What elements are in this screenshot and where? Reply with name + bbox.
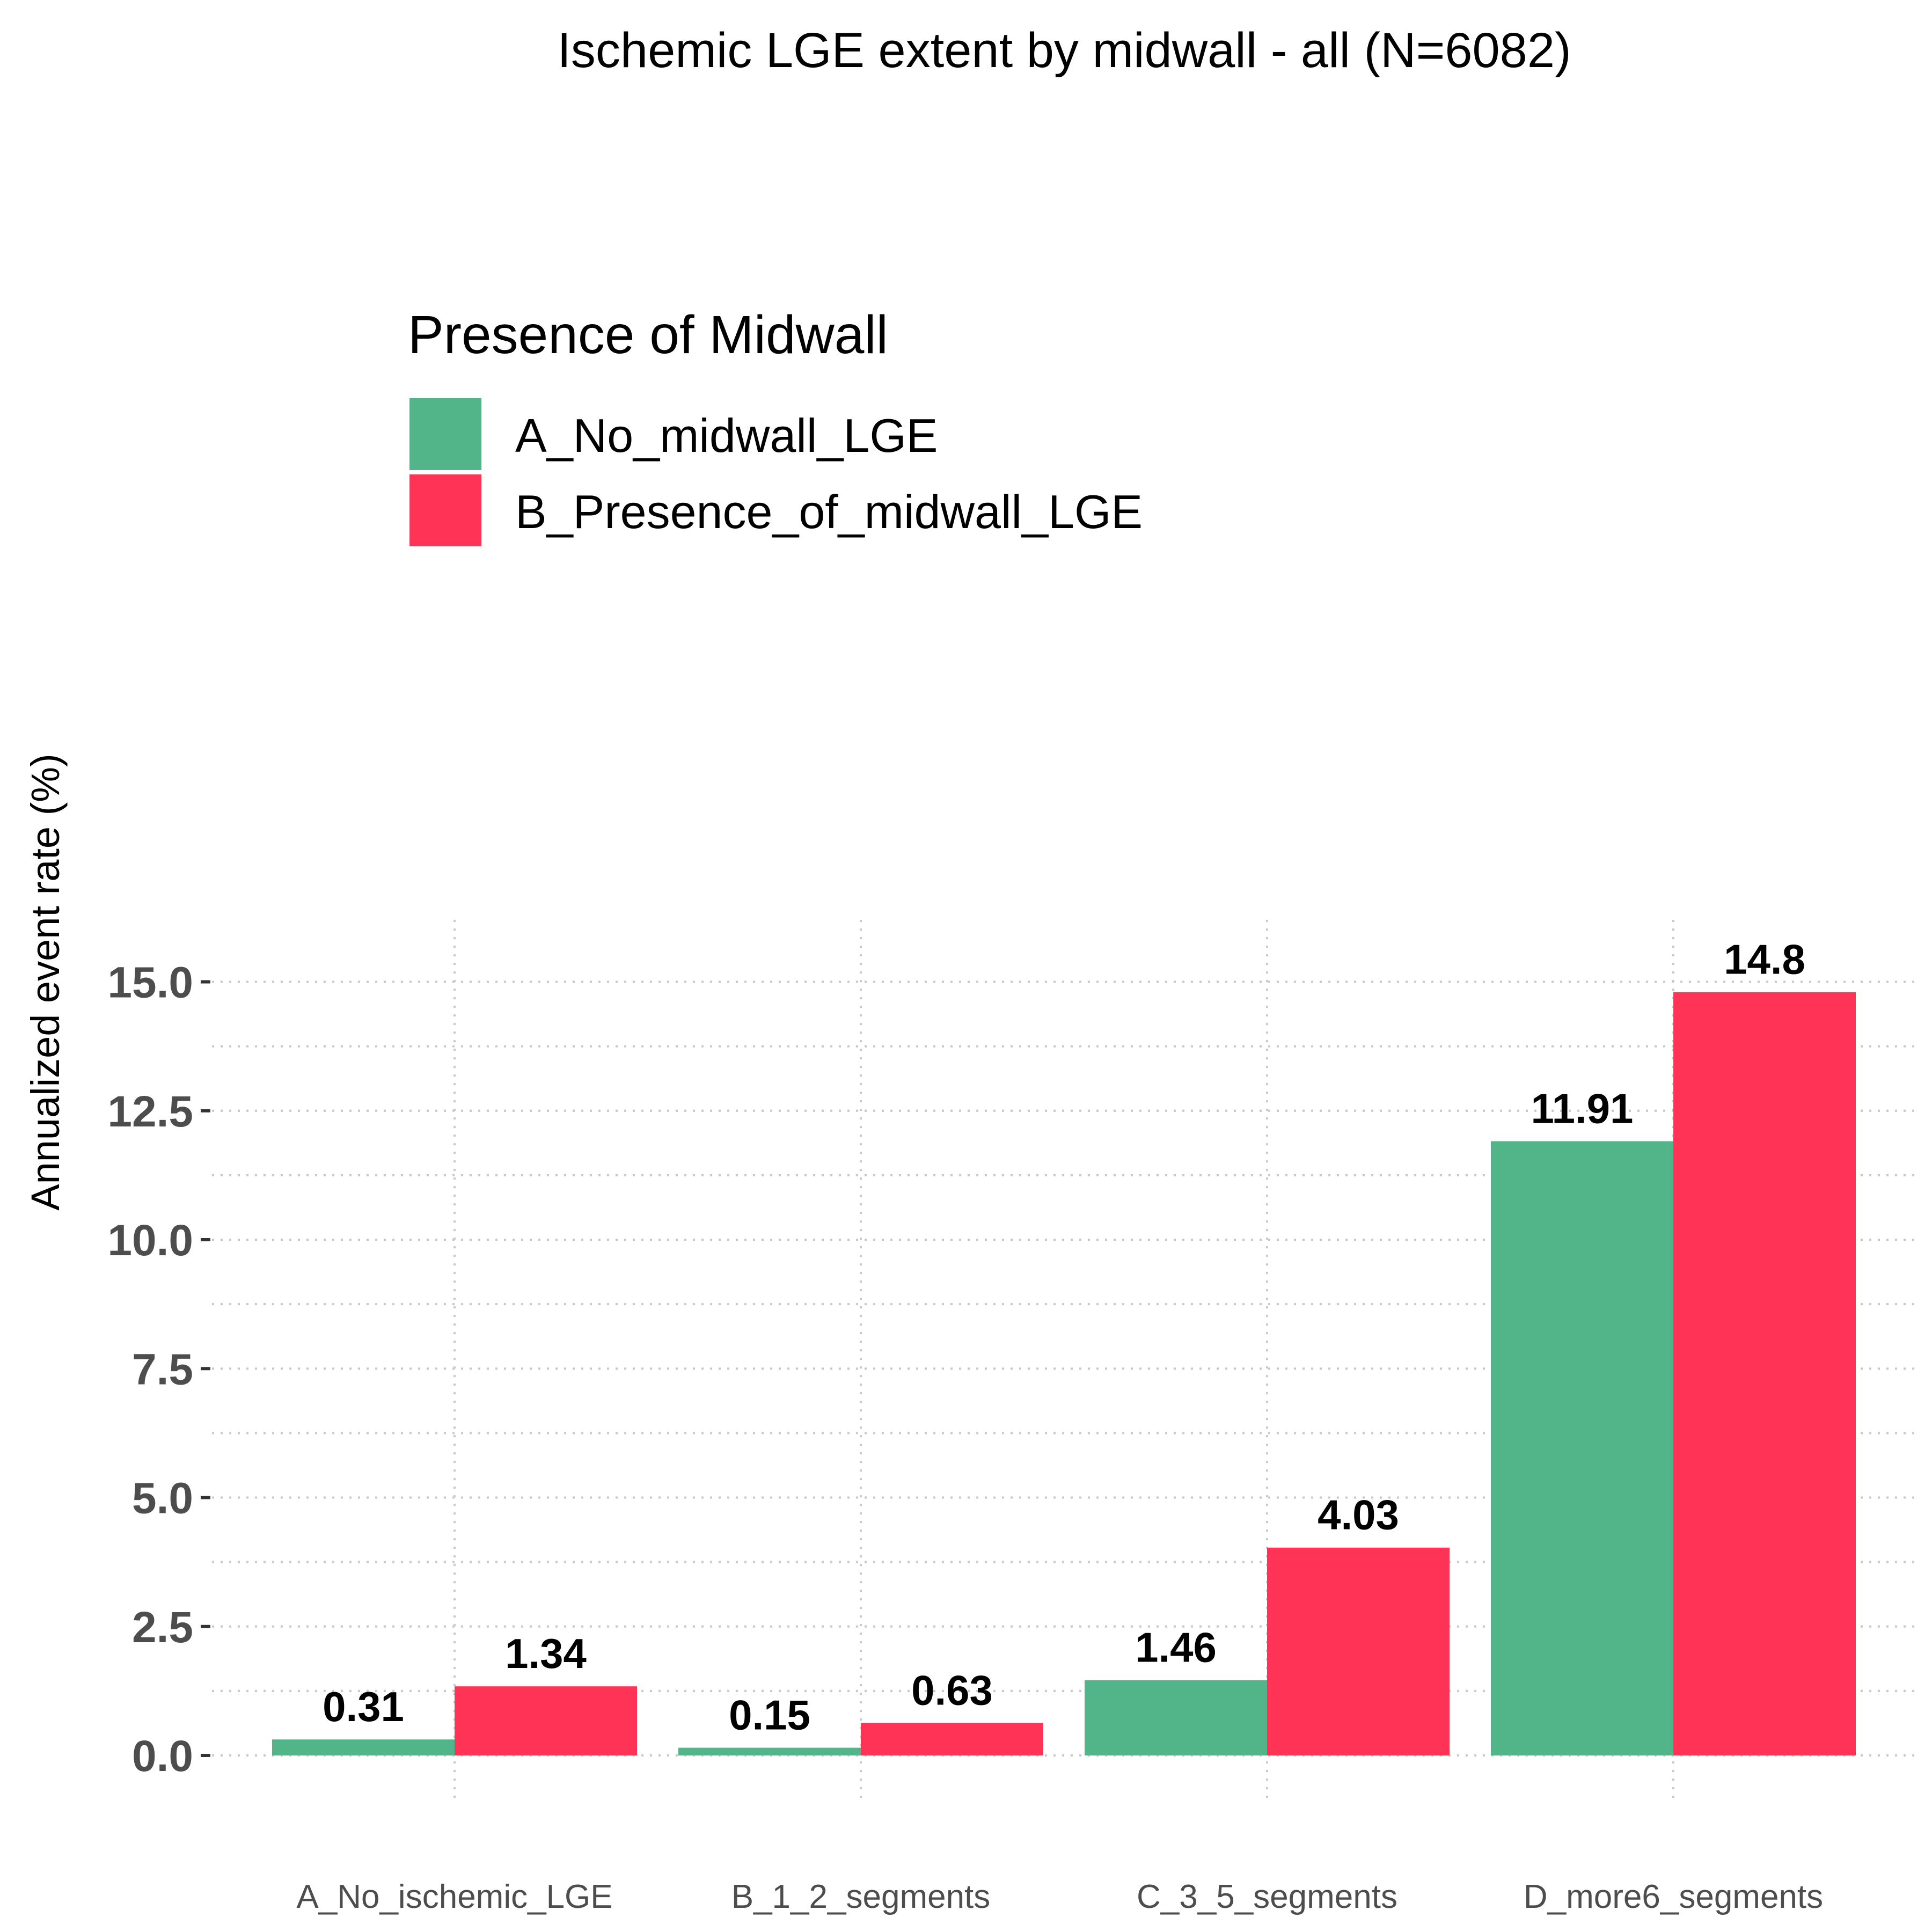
data-label-d-more6-segments-a-no-midwall-lge: 11.91 <box>1531 1085 1634 1132</box>
y-tick-label: 7.5 <box>132 1345 193 1394</box>
data-label-b-1-2-segments-a-no-midwall-lge: 0.15 <box>729 1692 810 1739</box>
y-tick-label: 2.5 <box>132 1603 193 1652</box>
legend-title: Presence of Midwall <box>408 305 888 365</box>
bars-layer <box>272 992 1856 1755</box>
bar-c-3-5-segments-a-no-midwall-lge <box>1085 1680 1267 1755</box>
x-tick-label: B_1_2_segments <box>731 1878 991 1915</box>
chart-title: Ischemic LGE extent by midwall - all (N=… <box>557 23 1571 78</box>
bar-c-3-5-segments-b-presence-of-midwall-lge <box>1267 1547 1450 1755</box>
y-tick-label: 5.0 <box>132 1474 193 1523</box>
bar-b-1-2-segments-b-presence-of-midwall-lge <box>861 1723 1043 1755</box>
x-tick-label: C_3_5_segments <box>1137 1878 1397 1915</box>
y-axis: 0.0 2.5 5.0 7.5 10.0 12.5 15.0 <box>107 958 210 1781</box>
legend: Presence of Midwall A_No_midwall_LGE B_P… <box>397 282 1267 582</box>
bar-b-1-2-segments-a-no-midwall-lge <box>678 1747 861 1755</box>
bar-d-more6-segments-a-no-midwall-lge <box>1491 1141 1673 1755</box>
y-tick-label: 15.0 <box>107 958 193 1007</box>
legend-key-b-presence-of-midwall <box>409 474 481 546</box>
y-axis-label: Annualized event rate (%) <box>23 753 68 1210</box>
data-label-b-1-2-segments-b-presence-of-midwall-lge: 0.63 <box>911 1666 993 1714</box>
y-tick-label: 10.0 <box>107 1216 193 1265</box>
x-tick-label: D_more6_segments <box>1524 1878 1823 1915</box>
bar-a-no-ischemic-lge-a-no-midwall-lge <box>272 1739 455 1755</box>
bar-a-no-ischemic-lge-b-presence-of-midwall-lge <box>455 1686 637 1755</box>
data-label-a-no-ischemic-lge-b-presence-of-midwall-lge: 1.34 <box>505 1630 587 1677</box>
data-label-c-3-5-segments-a-no-midwall-lge: 1.46 <box>1135 1624 1217 1671</box>
data-label-c-3-5-segments-b-presence-of-midwall-lge: 4.03 <box>1318 1491 1399 1539</box>
data-label-d-more6-segments-b-presence-of-midwall-lge: 14.8 <box>1724 936 1805 983</box>
legend-label-a-no-midwall: A_No_midwall_LGE <box>515 409 938 462</box>
x-axis: A_No_ischemic_LGE B_1_2_segments C_3_5_seg… <box>296 1878 1823 1915</box>
data-labels: 0.31 0.15 1.46 11.91 1.34 0.63 4.03 14.8 <box>323 936 1805 1739</box>
y-tick-label: 0.0 <box>132 1732 193 1781</box>
legend-key-a-no-midwall <box>409 398 481 470</box>
legend-background <box>397 282 1267 582</box>
y-tick-label: 12.5 <box>107 1087 193 1136</box>
bar-d-more6-segments-b-presence-of-midwall-lge <box>1673 992 1856 1755</box>
legend-label-b-presence-of-midwall: B_Presence_of_midwall_LGE <box>515 485 1143 538</box>
data-label-a-no-ischemic-lge-a-no-midwall-lge: 0.31 <box>323 1683 404 1730</box>
x-tick-label: A_No_ischemic_LGE <box>296 1878 612 1915</box>
